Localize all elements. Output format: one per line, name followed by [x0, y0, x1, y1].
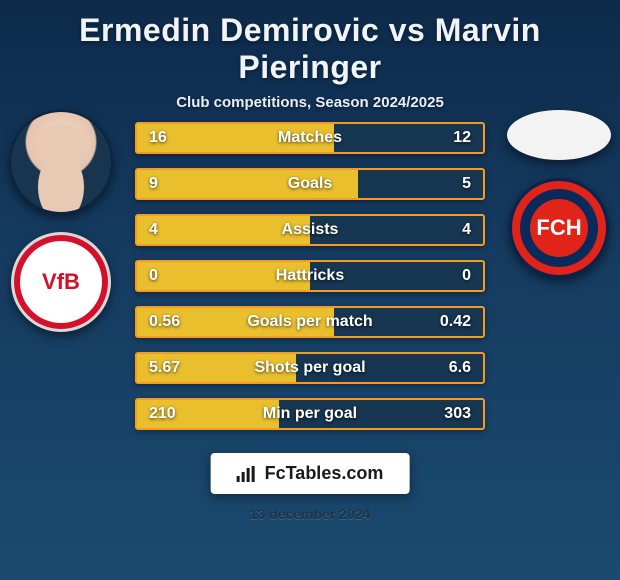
- stat-row: 210 Min per goal 303: [135, 398, 485, 430]
- stat-label: Goals per match: [247, 313, 372, 331]
- brand-text: FcTables.com: [265, 463, 384, 484]
- stat-value-left: 16: [149, 129, 167, 147]
- left-crest-text: VfB: [42, 269, 80, 295]
- left-player-column: VfB: [6, 110, 116, 332]
- stat-row: 9 Goals 5: [135, 168, 485, 200]
- stat-value-right: 5: [462, 175, 471, 193]
- right-club-crest: FCH: [509, 178, 609, 278]
- stat-label: Assists: [282, 221, 339, 239]
- stat-value-right: 6.6: [449, 359, 471, 377]
- subtitle: Club competitions, Season 2024/2025: [0, 94, 620, 111]
- stat-label: Shots per goal: [254, 359, 365, 377]
- left-club-crest: VfB: [11, 232, 111, 332]
- stat-label: Goals: [288, 175, 332, 193]
- stat-value-right: 12: [453, 129, 471, 147]
- stat-value-right: 0: [462, 267, 471, 285]
- right-crest-text: FCH: [530, 199, 588, 257]
- page-title: Ermedin Demirovic vs Marvin Pieringer: [0, 0, 620, 88]
- stat-value-right: 4: [462, 221, 471, 239]
- stat-value-left: 0.56: [149, 313, 180, 331]
- stat-value-left: 5.67: [149, 359, 180, 377]
- stat-row: 0 Hattricks 0: [135, 260, 485, 292]
- stats-list: 16 Matches 12 9 Goals 5 4 Assists 4 0 Hattricks 0 0.…: [135, 122, 485, 444]
- stat-value-right: 303: [444, 405, 471, 423]
- stat-value-left: 210: [149, 405, 176, 423]
- comparison-card: Ermedin Demirovic vs Marvin Pieringer Cl…: [0, 0, 620, 580]
- right-player-avatar: [507, 110, 611, 160]
- brand-badge[interactable]: FcTables.com: [211, 453, 410, 494]
- stat-label: Hattricks: [276, 267, 344, 285]
- stat-row: 5.67 Shots per goal 6.6: [135, 352, 485, 384]
- right-player-column: FCH: [504, 110, 614, 278]
- brand-bars-icon: [237, 466, 257, 482]
- stat-row: 4 Assists 4: [135, 214, 485, 246]
- stat-value-left: 0: [149, 267, 158, 285]
- date-stamp: 13 december 2024: [250, 506, 371, 522]
- stat-label: Min per goal: [263, 405, 357, 423]
- stat-value-right: 0.42: [440, 313, 471, 331]
- stat-value-left: 4: [149, 221, 158, 239]
- stat-value-left: 9: [149, 175, 158, 193]
- stat-row: 0.56 Goals per match 0.42: [135, 306, 485, 338]
- stat-row: 16 Matches 12: [135, 122, 485, 154]
- stat-label: Matches: [278, 129, 342, 147]
- left-player-avatar: [9, 110, 113, 214]
